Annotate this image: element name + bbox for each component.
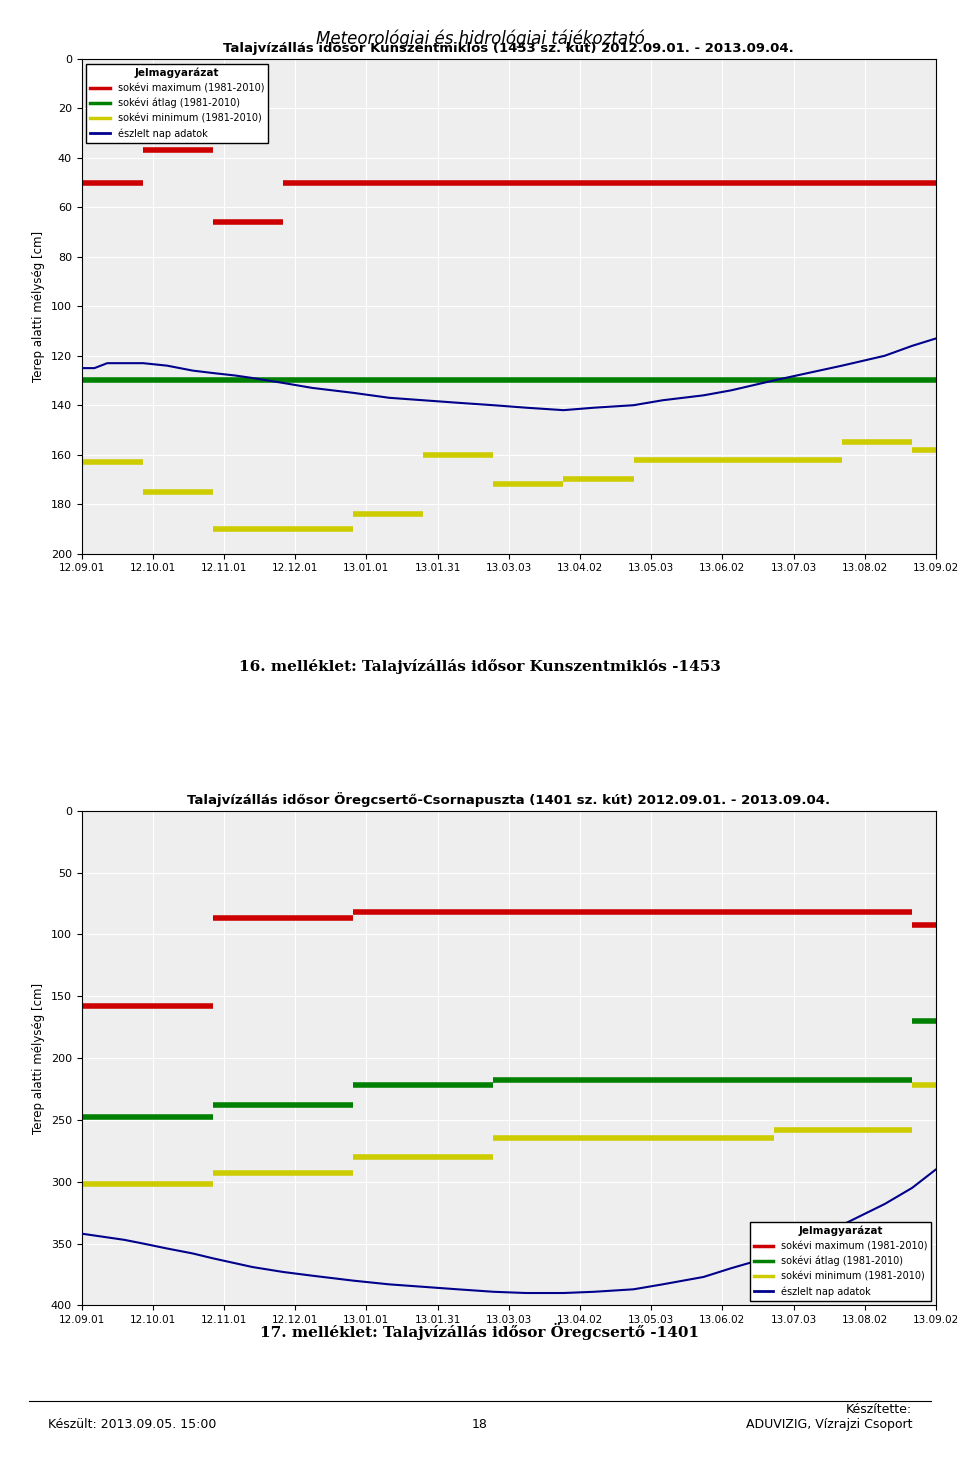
Text: 18: 18 (472, 1417, 488, 1431)
Text: 16. melléklet: Talajvízállás idősor Kunszentmiklós -1453: 16. melléklet: Talajvízállás idősor Kuns… (239, 659, 721, 674)
Text: Készült: 2013.09.05. 15:00: Készült: 2013.09.05. 15:00 (48, 1417, 216, 1431)
Legend: sokévi maximum (1981-2010), sokévi átlag (1981-2010), sokévi minimum (1981-2010): sokévi maximum (1981-2010), sokévi átlag… (86, 63, 268, 143)
Legend: sokévi maximum (1981-2010), sokévi átlag (1981-2010), sokévi minimum (1981-2010): sokévi maximum (1981-2010), sokévi átlag… (750, 1221, 931, 1301)
Y-axis label: Terep alatti mélység [cm]: Terep alatti mélység [cm] (33, 982, 45, 1134)
Text: Készítette:
ADUVIZIG, Vízrajzi Csoport: Készítette: ADUVIZIG, Vízrajzi Csoport (746, 1403, 912, 1431)
Y-axis label: Terep alatti mélység [cm]: Terep alatti mélység [cm] (33, 230, 45, 382)
Title: Talajvízállás idősor Öregcsertő-Csornapuszta (1401 sz. kút) 2012.09.01. - 2013.0: Talajvízállás idősor Öregcsertő-Csornapu… (187, 792, 830, 807)
Title: Talajvízállás idősor Kunszentmiklós (1453 sz. kút) 2012.09.01. - 2013.09.04.: Talajvízállás idősor Kunszentmiklós (145… (224, 41, 794, 55)
Text: 17. melléklet: Talajvízállás idősor Öregcsertő -1401: 17. melléklet: Talajvízállás idősor Öreg… (260, 1323, 700, 1341)
Text: Meteorológiai és hidrológiai tájékoztató: Meteorológiai és hidrológiai tájékoztató (316, 30, 644, 49)
